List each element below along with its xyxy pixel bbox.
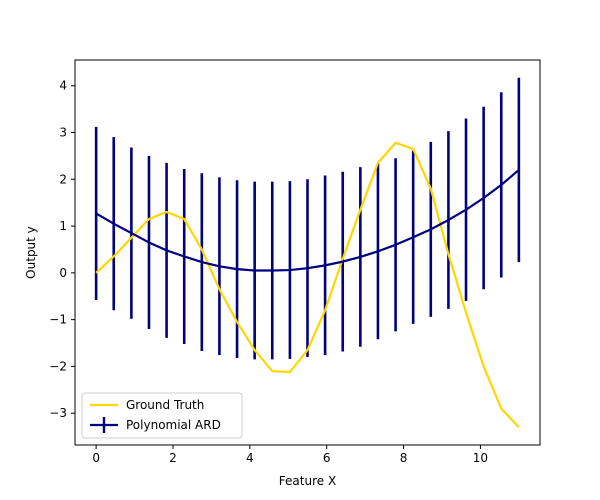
y-tick-label: −3 [49,406,67,420]
y-tick-label: 4 [59,79,67,93]
y-tick-label: −1 [49,313,67,327]
legend: Ground Truth Polynomial ARD [81,392,243,439]
x-tick-label: 4 [246,451,254,465]
x-axis-label: Feature X [279,474,336,488]
y-tick-label: −2 [49,359,67,373]
x-tick-label: 10 [473,451,488,465]
legend-label-ground-truth: Ground Truth [126,398,204,412]
y-axis-label: Output y [24,226,38,279]
x-tick-label: 8 [400,451,408,465]
axes-frame [74,59,541,446]
x-tick-label: 0 [92,451,100,465]
x-axis: 0 2 4 6 8 10 [92,445,488,465]
y-tick-label: 1 [59,219,67,233]
series-line-polynomial-ard [95,169,520,272]
x-tick-label: 2 [169,451,177,465]
y-tick-label: 3 [59,126,67,140]
legend-box [81,392,243,439]
y-tick-label: 2 [59,172,67,186]
legend-label-polynomial-ard: Polynomial ARD [126,418,221,432]
series-line-ground-truth [95,141,520,428]
x-tick-label: 6 [323,451,331,465]
y-axis: −3 −2 −1 0 1 2 3 4 [49,79,75,420]
y-tick-label: 0 [59,266,67,280]
plot-area [94,77,521,428]
